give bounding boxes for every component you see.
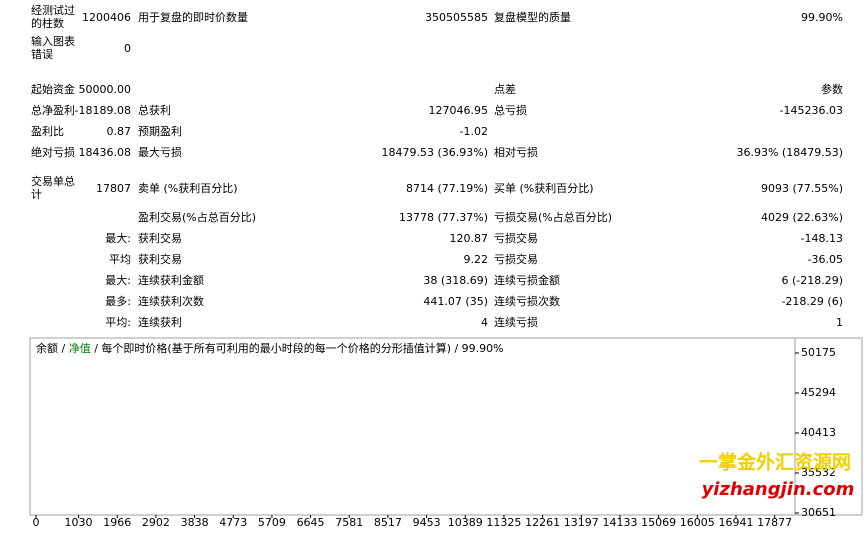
field-label: 相对亏损: [494, 145, 538, 159]
field-value: 0: [124, 41, 131, 55]
field-label: 绝对亏损: [31, 145, 75, 159]
field-label: 经测试过的柱数: [31, 4, 75, 30]
field-value: -36.05: [807, 252, 843, 266]
field-label: 亏损交易: [494, 252, 538, 266]
field-label: 卖单 (%获利百分比): [138, 181, 238, 195]
x-tick-label: 3838: [181, 516, 209, 529]
x-tick-label: 10389: [448, 516, 483, 529]
x-tick-label: 6645: [297, 516, 325, 529]
x-tick-label: 1030: [65, 516, 93, 529]
x-tick-label: 5709: [258, 516, 286, 529]
field-value: 参数: [821, 82, 843, 96]
y-tick-label: 30651: [801, 506, 836, 519]
field-value: 9.22: [463, 252, 489, 266]
field-label: 买单 (%获利百分比): [494, 181, 594, 195]
field-label: 获利交易: [138, 231, 182, 245]
field-label: 亏损交易(%占总百分比): [494, 210, 613, 224]
field-value: 4: [481, 315, 488, 329]
field-value: 127046.95: [428, 103, 489, 117]
x-tick-label: 17877: [757, 516, 792, 529]
x-tick-label: 2902: [142, 516, 170, 529]
field-label: 最大亏损: [138, 145, 182, 159]
y-tick-label: 45294: [801, 386, 836, 399]
watermark: 一掌金外汇资源网: [699, 451, 851, 474]
field-label: 用于复盘的即时价数量: [138, 10, 248, 24]
legend: 余额 / 净值 / 每个即时价格(基于所有可利用的最小时段的每一个价格的分形插值…: [36, 341, 504, 355]
field-label: 总净盈利: [31, 103, 75, 117]
field-value: 441.07 (35): [423, 294, 488, 308]
field-value: 最大:: [105, 273, 131, 287]
watermark: yizhangjin.com: [702, 479, 855, 500]
field-value: 350505585: [425, 10, 488, 24]
field-value: 99.90%: [801, 10, 843, 24]
field-value: -18189.08: [74, 103, 131, 117]
field-label: 亏损交易: [494, 231, 538, 245]
field-value: 0.87: [106, 124, 132, 138]
field-value: 最多:: [105, 294, 131, 308]
field-value: 18436.08: [78, 145, 132, 159]
x-tick-label: 4773: [219, 516, 247, 529]
field-value: 平均:: [105, 315, 131, 329]
field-value: 13778 (77.37%): [398, 210, 488, 224]
field-label: 输入图表错误: [31, 35, 75, 61]
legend-item: 净值: [69, 341, 91, 355]
field-label: 点差: [494, 82, 516, 96]
x-tick-label: 9453: [413, 516, 441, 529]
x-tick-label: 11325: [486, 516, 521, 529]
field-value: -218.29 (6): [781, 294, 843, 308]
x-tick-label: 16941: [718, 516, 753, 529]
field-label: 连续亏损: [494, 315, 538, 329]
field-value: 8714 (77.19%): [405, 181, 488, 195]
legend-item: 余额 /: [36, 341, 69, 355]
field-label: 连续亏损金额: [494, 273, 560, 287]
field-label: 预期盈利: [138, 124, 182, 138]
x-tick-label: 7581: [335, 516, 363, 529]
y-tick-label: 40413: [801, 426, 836, 439]
field-label: 盈利比: [31, 124, 64, 138]
chart-frame: [29, 337, 863, 516]
x-tick-label: 16005: [680, 516, 715, 529]
field-value: 18479.53 (36.93%): [381, 145, 488, 159]
field-label: 连续获利: [138, 315, 182, 329]
field-value: -148.13: [800, 231, 843, 245]
field-value: 1200406: [82, 10, 131, 24]
field-label: 连续获利金额: [138, 273, 204, 287]
field-label: 复盘模型的质量: [494, 10, 571, 24]
field-label: 总亏损: [494, 103, 527, 117]
field-value: -145236.03: [779, 103, 843, 117]
field-value: 120.87: [449, 231, 489, 245]
x-tick-label: 14133: [602, 516, 637, 529]
field-value: 50000.00: [78, 82, 132, 96]
field-value: -1.02: [459, 124, 488, 138]
field-label: 总获利: [138, 103, 171, 117]
legend-item: / 每个即时价格(基于所有可利用的最小时段的每一个价格的分形插值计算) / 99…: [91, 341, 504, 355]
x-tick-label: 12261: [525, 516, 560, 529]
field-value: 6 (-218.29): [781, 273, 843, 287]
field-value: 17807: [96, 181, 131, 195]
y-tick-label: 35532: [801, 466, 836, 479]
x-tick-label: 15069: [641, 516, 676, 529]
field-label: 盈利交易(%占总百分比): [138, 210, 257, 224]
x-tick-label: 13197: [564, 516, 599, 529]
x-tick-label: 1966: [103, 516, 131, 529]
field-value: 1: [836, 315, 843, 329]
x-tick-label: 0: [33, 516, 40, 529]
field-value: 36.93% (18479.53): [736, 145, 843, 159]
y-tick-label: 50175: [801, 346, 836, 359]
x-tick-label: 8517: [374, 516, 402, 529]
field-label: 连续获利次数: [138, 294, 204, 308]
field-label: 连续亏损次数: [494, 294, 560, 308]
field-value: 最大:: [105, 231, 131, 245]
field-value: 9093 (77.55%): [760, 181, 843, 195]
field-value: 4029 (22.63%): [760, 210, 843, 224]
field-label: 获利交易: [138, 252, 182, 266]
field-value: 平均: [109, 252, 131, 266]
field-value: 38 (318.69): [423, 273, 488, 287]
field-label: 交易单总计: [31, 175, 75, 201]
field-label: 起始资金: [31, 82, 75, 96]
